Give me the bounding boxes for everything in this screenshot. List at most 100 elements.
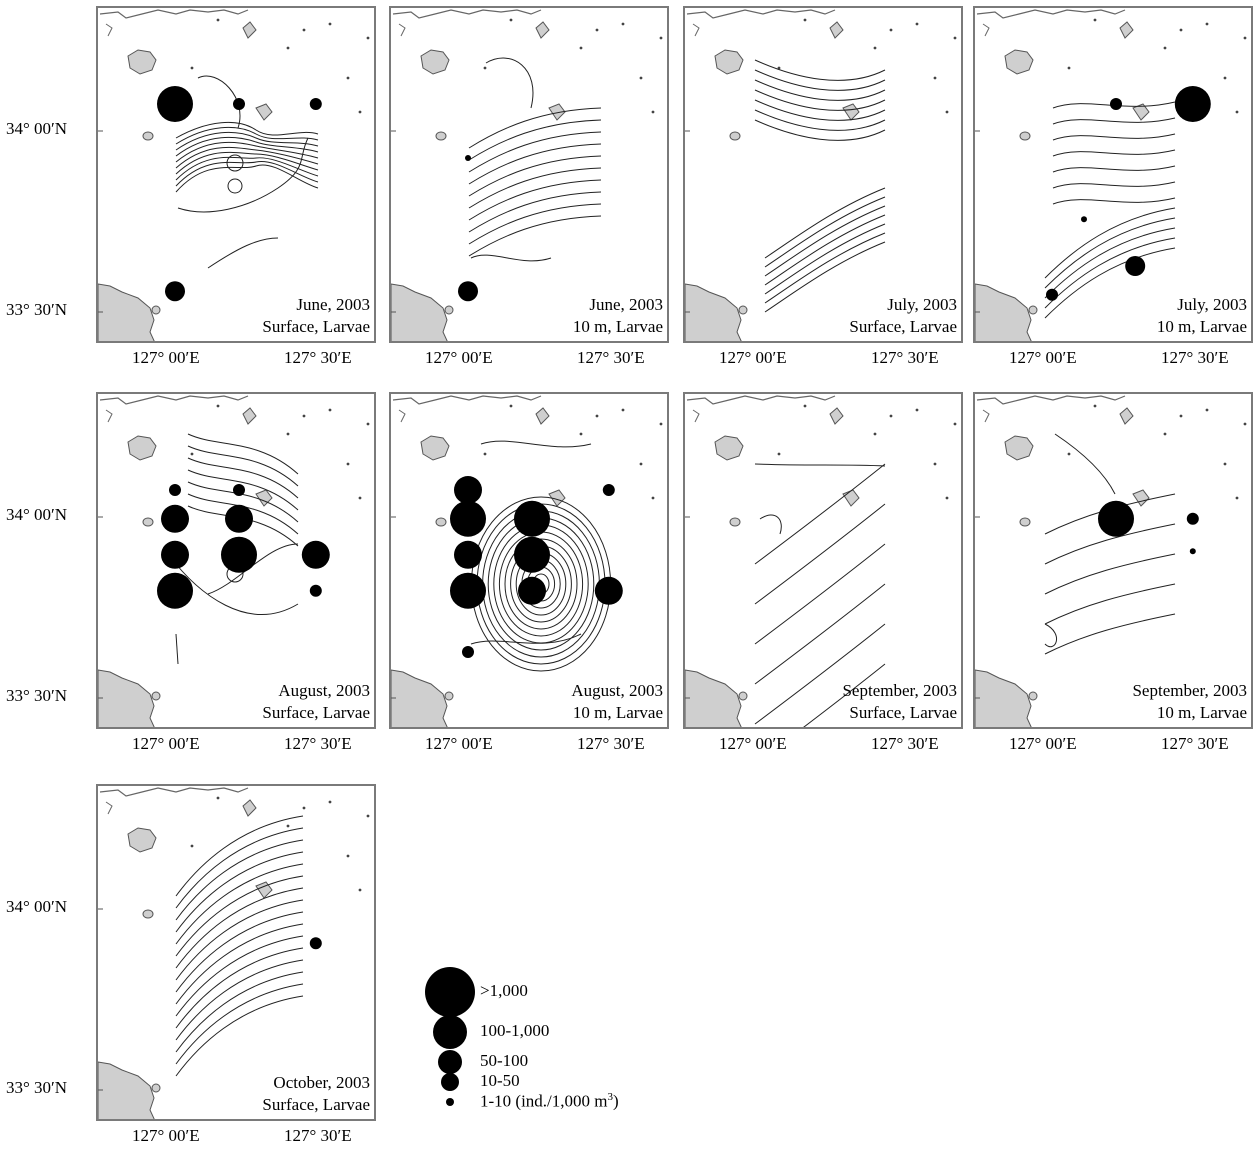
coast-top [686,395,836,405]
land-islet [729,131,741,141]
station-abundance-dot [518,576,546,605]
land-islet [738,305,748,315]
legend-class-text: >1,000 [480,981,528,1000]
lat-tick-label: 34° 00′N [6,505,68,524]
land-mainland [98,283,155,341]
station-abundance-dot [450,572,486,609]
land-islet [142,517,154,527]
station-abundance-dot [225,504,253,533]
islet-dot [1223,462,1227,466]
map-panel: August, 2003 10 m, Larvae [389,392,669,729]
station-abundance-dot [1098,500,1134,537]
islet-dot [639,76,643,80]
panel-month: October, 2003 [273,1073,370,1092]
islet-dot [915,22,919,26]
islet-dot [216,796,220,800]
islet-dot [346,462,350,466]
map-svg [98,395,370,727]
land-islet [142,131,154,141]
islet-dot [328,22,332,26]
islet-dot [1093,18,1097,22]
legend-label: 50-100 [480,1051,528,1071]
station-abundance-dot [1081,216,1087,223]
lat-tick-label: 33° 30′N [6,686,68,705]
islet-dot [483,452,487,456]
lon-tick-label: 127° 00′E [425,734,493,753]
lat-tick-label: 33° 30′N [6,1078,68,1097]
islet-dot [358,110,362,114]
lon-tick-label: 127° 30′E [1161,734,1229,753]
land-island [127,827,157,853]
land-island [714,49,744,75]
islet-dot [803,18,807,22]
islet-dot [639,462,643,466]
islet-dot [1163,432,1167,436]
islet-dot [366,36,370,40]
land-islet [829,407,844,425]
isotherm-contours [468,57,602,262]
legend-dot [441,1073,459,1091]
islet-dot [286,432,290,436]
islet-dot [873,432,877,436]
lon-tick-label: 127° 30′E [871,348,939,367]
panel-month: July, 2003 [887,295,957,314]
islet-dot [1205,22,1209,26]
panel-month: August, 2003 [571,681,663,700]
islet-dot [889,28,893,32]
isotherm-contours [175,75,319,269]
coast-top [686,9,836,19]
islet-dot [1243,36,1247,40]
land-islet [729,517,741,527]
coast-fragment [398,23,406,37]
station-abundance-dot [454,540,482,569]
land-island [1004,49,1034,75]
legend-unit-close: ) [613,1091,619,1111]
islet-dot [659,422,663,426]
legend-label: 10-50 [480,1071,520,1091]
legend-label: 1-10 (ind./1,000 m3) [480,1091,619,1112]
station-abundance-dot [514,500,550,537]
station-abundance-dot [161,504,189,533]
map-svg [391,9,663,341]
isotherm-contours [1044,433,1176,655]
land-islet [151,305,161,315]
islet-dot [1243,422,1247,426]
coast-fragment [982,409,990,423]
islet-dot [915,408,919,412]
lon-tick-label: 127° 00′E [425,348,493,367]
land-islet [142,909,154,919]
station-abundance-dot [157,86,193,122]
lon-tick-label: 127° 00′E [1009,348,1077,367]
panel-month: August, 2003 [278,681,370,700]
panel-layer: Surface, Larvae [262,1095,370,1114]
panel-layer: Surface, Larvae [849,317,957,336]
islet-dot [328,800,332,804]
isotherm-contours [1044,101,1176,319]
islet-dot [651,110,655,114]
lon-tick-label: 127° 00′E [132,1126,200,1145]
islet-dot [873,46,877,50]
islet-dot [302,28,306,32]
coast-fragment [692,409,700,423]
coast-fragment [692,23,700,37]
panel-month: July, 2003 [1177,295,1247,314]
islet-dot [286,824,290,828]
land-mainland [685,283,742,341]
station-abundance-dot [450,500,486,537]
station-abundance-dot [301,540,330,569]
station-abundance-dot [454,476,482,504]
islet-dot [1179,28,1183,32]
land-islet [1028,305,1038,315]
land-islet [151,691,161,701]
islet-dot [216,18,220,22]
legend-dot [425,967,475,1017]
station-abundance-dot [462,646,474,658]
islet-dot [346,854,350,858]
islet-dot [1067,66,1071,70]
coast-fragment [105,23,113,37]
land-mainland [685,669,742,727]
islet-dot [302,806,306,810]
legend-dot [433,1015,467,1049]
station-abundance-dot [1125,256,1146,276]
